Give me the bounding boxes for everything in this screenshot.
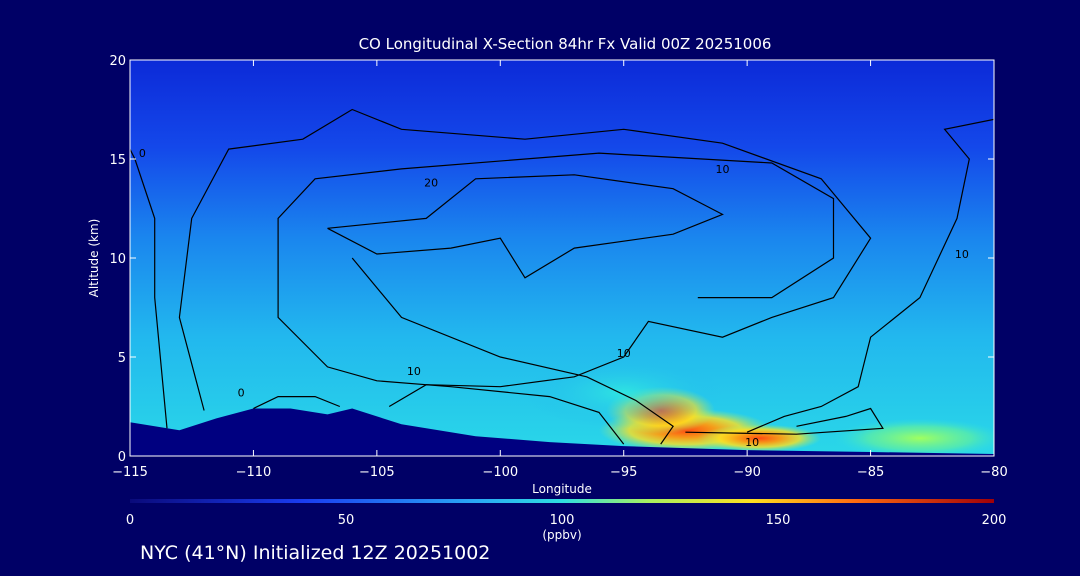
x-tick-label: −95 (610, 465, 637, 480)
x-tick-label: −90 (733, 465, 760, 480)
contour-label-2: 10 (715, 163, 729, 176)
x-tick-label: −110 (236, 465, 272, 480)
colorbar-tick-label: 200 (982, 513, 1007, 528)
y-tick-label: 10 (109, 252, 126, 267)
contour-line-3 (351, 257, 674, 445)
contour-line-0 (327, 174, 724, 279)
y-tick-label: 0 (118, 450, 126, 465)
contour-label-3: 10 (617, 347, 631, 360)
terrain-mask (130, 408, 994, 456)
colorbar-ticks: 0 50 100 150 200 (126, 513, 1007, 528)
contour-label-5: 0 (238, 387, 245, 400)
contour-lines (130, 108, 994, 445)
colorbar-unit-label: (ppbv) (542, 528, 582, 542)
contour-label-7: 10 (745, 436, 759, 449)
contour-line-7 (685, 407, 884, 435)
plume-3 (833, 418, 994, 456)
contour-line-5 (253, 396, 341, 410)
footer-caption: NYC (41°N) Initialized 12Z 20251002 (140, 542, 491, 564)
colorbar-tick-label: 50 (338, 513, 355, 528)
x-tick-label: −100 (482, 465, 518, 480)
contour-label-0: 20 (424, 177, 438, 190)
contour-line-1 (178, 108, 872, 411)
y-axis: 0 5 10 15 20 (109, 54, 994, 465)
y-tick-label: 5 (118, 351, 126, 366)
plume-1 (697, 424, 822, 453)
x-tick-label: −115 (112, 465, 148, 480)
contour-label-6: 10 (955, 248, 969, 261)
concentration-field (524, 357, 994, 456)
colorbar-tick-label: 0 (126, 513, 134, 528)
chart-title: CO Longitudinal X-Section 84hr Fx Valid … (358, 35, 772, 53)
plume-4 (524, 357, 723, 429)
x-tick-label: −80 (980, 465, 1007, 480)
x-tick-label: −105 (359, 465, 395, 480)
contour-line-6 (746, 118, 994, 433)
colorbar (130, 499, 994, 503)
colorbar-tick-label: 150 (766, 513, 791, 528)
x-axis: −115 −110 −105 −100 −95 −90 −85 −80 (112, 60, 1008, 480)
colorbar-tick-label: 100 (550, 513, 575, 528)
contour-line-4 (130, 148, 168, 429)
y-axis-label: Altitude (km) (87, 218, 101, 298)
contour-label-1: 10 (407, 365, 421, 378)
x-axis-label: Longitude (532, 482, 592, 496)
contour-line-2 (277, 152, 835, 445)
contour-labels: 20 10 10 10 0 0 10 10 (139, 147, 969, 449)
contour-label-4: 0 (139, 147, 146, 160)
y-tick-label: 15 (109, 153, 126, 168)
x-tick-label: −85 (857, 465, 884, 480)
y-tick-label: 20 (109, 54, 126, 69)
